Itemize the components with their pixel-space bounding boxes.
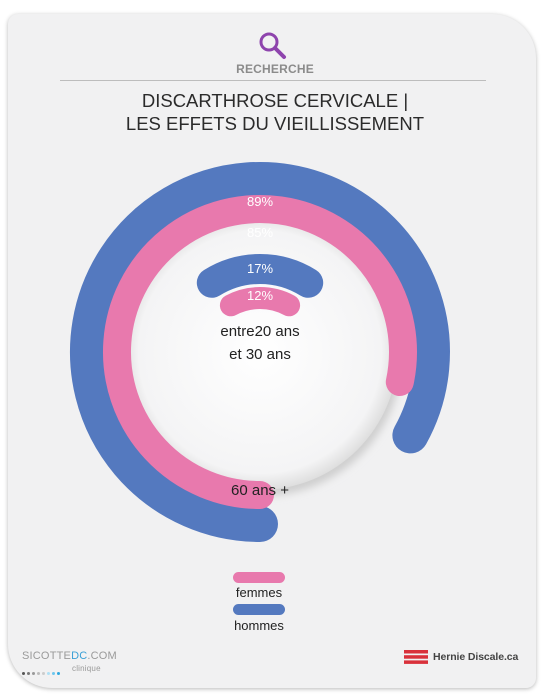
- category-label-young-line-1: entre20 ans: [220, 323, 299, 340]
- category-label-young-line-2: et 30 ans: [229, 346, 291, 363]
- brand-dots-icon: [22, 662, 62, 680]
- label-hommes-20-30: 17%: [247, 261, 273, 276]
- label-femmes-20-30: 12%: [247, 288, 273, 303]
- brand-subtitle: clinique: [72, 664, 101, 673]
- arc-hommes-60-plus: [69, 162, 450, 542]
- brand-part-b: DC: [71, 650, 88, 662]
- header-divider: [60, 80, 486, 81]
- sicottedc-logo: SICOTTEDC.COM clinique: [22, 650, 117, 673]
- title-line-2: LES EFFETS DU VIEILLISSEMENT: [125, 113, 425, 134]
- herniediscale-text: Hernie Discale.ca: [433, 651, 519, 663]
- category-label-old: 60 ans +: [231, 482, 289, 499]
- label-femmes-60-plus: 85%: [247, 225, 273, 240]
- arc-femmes-20-30: [219, 287, 301, 317]
- brand-part-c: .COM: [87, 650, 117, 662]
- page-title: DISCARTHROSE CERVICALE | LES EFFETS DU V…: [0, 89, 550, 135]
- category-label: RECHERCHE: [236, 62, 314, 76]
- magnifier-icon: [259, 32, 286, 59]
- arc-femmes-60-plus: [103, 195, 417, 509]
- legend-swatch-hommes: [233, 604, 285, 615]
- arc-hommes-20-30: [196, 254, 324, 298]
- legend-label-hommes: hommes: [234, 618, 284, 633]
- inner-disc: [122, 214, 398, 490]
- title-line-1: DISCARTHROSE CERVICALE |: [141, 90, 409, 111]
- label-hommes-60-plus: 89%: [247, 194, 273, 209]
- spine-logo-icon: [404, 650, 428, 664]
- legend-swatch-femmes: [233, 572, 285, 583]
- legend-label-femmes: femmes: [235, 585, 283, 600]
- brand-part-a: SICOTTE: [22, 650, 72, 662]
